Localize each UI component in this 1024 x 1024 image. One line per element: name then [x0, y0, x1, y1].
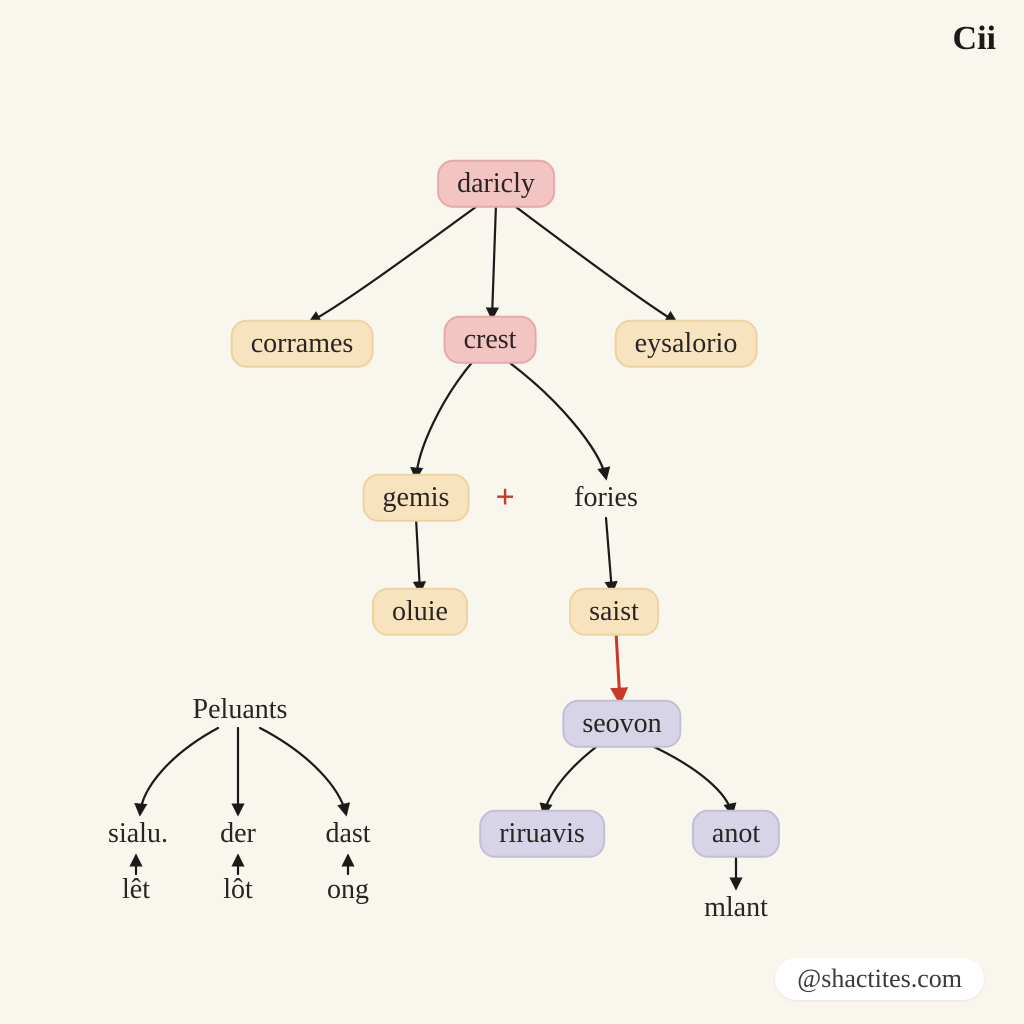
node-lot: lôt: [223, 872, 253, 908]
node-crest: crest: [444, 316, 537, 364]
node-fories: fories: [574, 480, 638, 516]
edge-8: [544, 744, 600, 814]
edge-9: [648, 744, 732, 814]
node-mlant: mlant: [704, 890, 768, 926]
node-der: der: [220, 816, 256, 852]
plus-symbol: +: [495, 479, 514, 517]
node-dast: dast: [325, 816, 370, 852]
edge-5: [416, 518, 420, 592]
edge-7: [616, 632, 620, 702]
node-anot: anot: [692, 810, 780, 858]
credit-badge: @shactites.com: [775, 958, 984, 1000]
node-oluie: oluie: [372, 588, 468, 636]
node-sialu: sialu.: [108, 816, 168, 852]
node-riruavis: riruavis: [479, 810, 605, 858]
edge-1: [492, 204, 496, 318]
edge-4: [506, 360, 606, 478]
node-saist: saist: [569, 588, 659, 636]
edge-2: [512, 204, 676, 322]
node-corrames: corrames: [231, 320, 374, 368]
logo-mark: Cii: [953, 20, 996, 58]
edge-0: [310, 204, 480, 322]
node-gemis: gemis: [363, 474, 470, 522]
node-eysalorio: eysalorio: [615, 320, 758, 368]
node-peluants: Peluants: [193, 692, 288, 728]
node-daricly: daricly: [437, 160, 555, 208]
node-seovon: seovon: [562, 700, 681, 748]
edge-13: [260, 728, 346, 814]
node-ong: ong: [327, 872, 369, 908]
edge-6: [606, 518, 612, 592]
node-let: lêt: [122, 872, 150, 908]
edge-11: [140, 728, 218, 814]
edge-3: [416, 360, 474, 478]
